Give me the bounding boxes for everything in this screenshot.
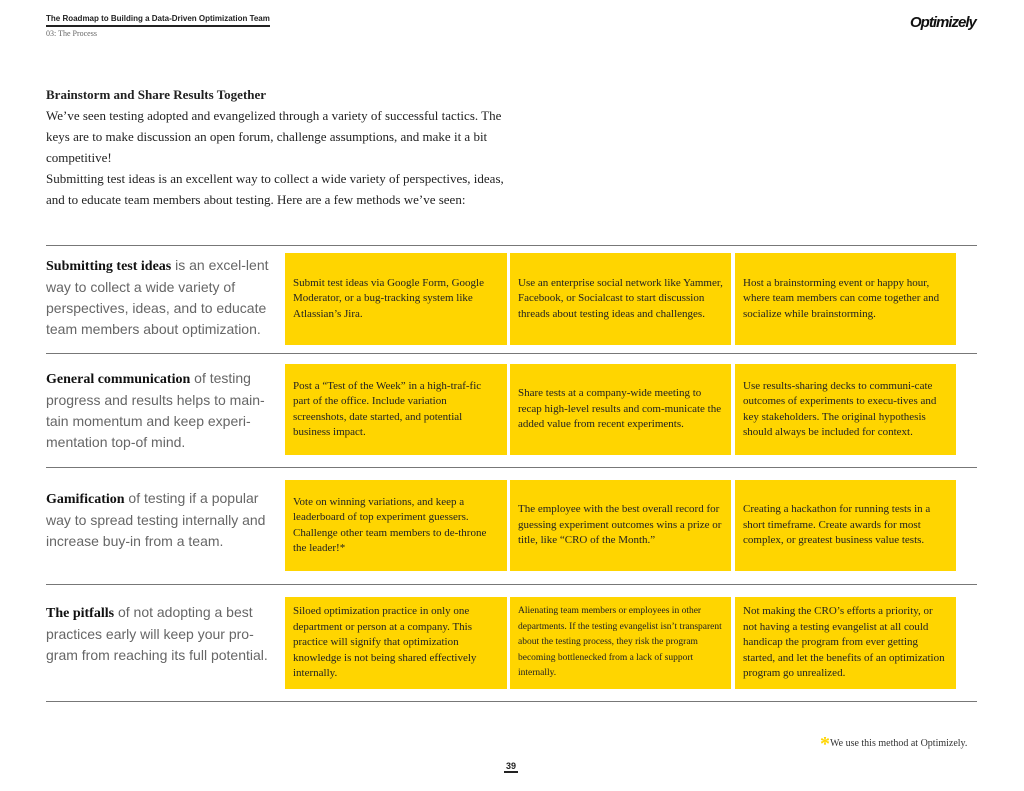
intro: Brainstorm and Share Results Together We… bbox=[46, 84, 516, 210]
divider bbox=[46, 467, 977, 468]
method-card: Post a “Test of the Week” in a high-traf… bbox=[285, 364, 507, 455]
method-card: Host a brainstorming event or happy hour… bbox=[735, 253, 956, 345]
method-card-text: Alienating team members or employees in … bbox=[518, 606, 722, 679]
method-card: Share tests at a company-wide meeting to… bbox=[510, 364, 731, 455]
divider bbox=[46, 353, 977, 354]
method-card-text: Share tests at a company-wide meeting to… bbox=[518, 387, 722, 431]
method-card: Creating a hackathon for running tests i… bbox=[735, 480, 956, 571]
page-number: 39 bbox=[504, 761, 518, 773]
row-lead: Gamification bbox=[46, 492, 125, 507]
method-card: Alienating team members or employees in … bbox=[510, 597, 731, 689]
row-description: of testing progress and results helps to… bbox=[46, 370, 265, 450]
divider bbox=[46, 701, 977, 702]
row-lead: Submitting test ideas bbox=[46, 259, 172, 274]
intro-paragraph-2: Submitting test ideas is an excellent wa… bbox=[46, 171, 504, 207]
method-card-text: Creating a hackathon for running tests i… bbox=[743, 503, 931, 547]
row-label: General communication of testing progres… bbox=[46, 368, 278, 453]
footnote: *We use this method at Optimizely. bbox=[820, 733, 967, 756]
document-title: The Roadmap to Building a Data-Driven Op… bbox=[46, 14, 270, 27]
method-card-text: Not making the CRO’s efforts a priority,… bbox=[743, 605, 945, 680]
divider bbox=[46, 245, 977, 246]
asterisk-icon: * bbox=[820, 733, 830, 755]
method-card-text: Post a “Test of the Week” in a high-traf… bbox=[293, 379, 482, 439]
row-label: Submitting test ideas is an excel-lent w… bbox=[46, 255, 278, 340]
method-card-text: Use results-sharing decks to communi-cat… bbox=[743, 379, 937, 439]
method-card: Submit test ideas via Google Form, Googl… bbox=[285, 253, 507, 345]
method-card: Siloed optimization practice in only one… bbox=[285, 597, 507, 689]
row-lead: General communication bbox=[46, 372, 191, 387]
method-card: Use results-sharing decks to communi-cat… bbox=[735, 364, 956, 455]
method-card-text: Vote on winning variations, and keep a l… bbox=[293, 495, 487, 555]
row-label: The pitfalls of not adopting a best prac… bbox=[46, 602, 278, 666]
section-subtitle: 03: The Process bbox=[46, 29, 97, 38]
method-card: Vote on winning variations, and keep a l… bbox=[285, 480, 507, 571]
intro-paragraph-1: We’ve seen testing adopted and evangeliz… bbox=[46, 108, 502, 165]
row-lead: The pitfalls bbox=[46, 606, 115, 621]
row-description: is an excel-lent way to collect a wide v… bbox=[46, 257, 269, 337]
row-label: Gamification of testing if a popular way… bbox=[46, 488, 278, 552]
method-card-text: Siloed optimization practice in only one… bbox=[293, 605, 477, 680]
method-card-text: Submit test ideas via Google Form, Googl… bbox=[293, 276, 484, 320]
method-card: Use an enterprise social network like Ya… bbox=[510, 253, 731, 345]
method-card: Not making the CRO’s efforts a priority,… bbox=[735, 597, 956, 689]
method-card-text: Use an enterprise social network like Ya… bbox=[518, 276, 723, 320]
row-description: of testing if a popular way to spread te… bbox=[46, 490, 266, 549]
footnote-text: We use this method at Optimizely. bbox=[830, 738, 968, 749]
method-card-text: The employee with the best overall recor… bbox=[518, 503, 722, 547]
method-card-text: Host a brainstorming event or happy hour… bbox=[743, 276, 940, 320]
intro-heading: Brainstorm and Share Results Together bbox=[46, 87, 267, 102]
divider bbox=[46, 584, 977, 585]
method-card: The employee with the best overall recor… bbox=[510, 480, 731, 571]
row-description: of not adopting a best practices early w… bbox=[46, 604, 268, 663]
optimizely-logo: Optimizely bbox=[910, 14, 977, 31]
